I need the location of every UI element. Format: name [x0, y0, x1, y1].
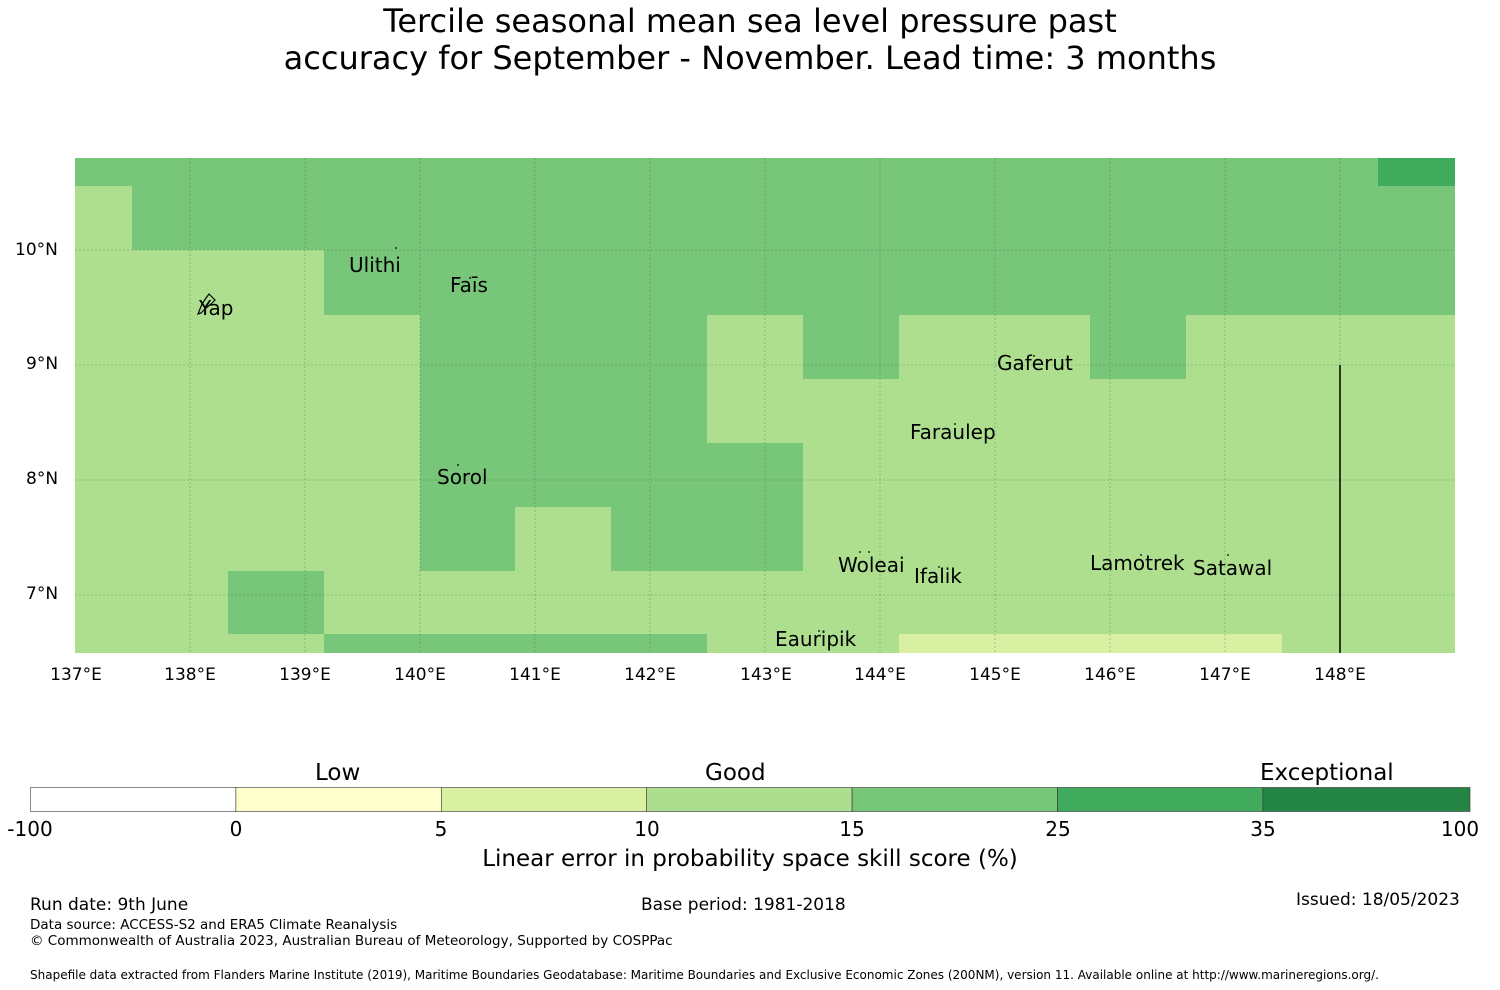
- colorbar-tick-15: 15: [839, 817, 865, 841]
- colorbar-segment-35-100: [1262, 787, 1471, 812]
- skill-region-5-10: [899, 634, 1282, 653]
- x-tick-139e: 139°E: [279, 665, 331, 685]
- graticule: [75, 158, 1455, 653]
- x-tick-146e: 146°E: [1084, 665, 1136, 685]
- x-tick-148e: 148°E: [1314, 665, 1366, 685]
- colorbar-title: Linear error in probability space skill …: [482, 846, 1018, 872]
- colorbar: [30, 787, 1471, 812]
- run-date: Run date: 9th June: [30, 895, 189, 915]
- place-label-ulithi: Ulithi: [349, 253, 401, 277]
- skill-map: [75, 158, 1455, 653]
- colorbar-tick-10: 10: [634, 817, 660, 841]
- copyright: © Commonwealth of Australia 2023, Austra…: [30, 933, 673, 949]
- colorbar-tick-neg100: -100: [7, 817, 53, 841]
- colorbar-tick-5: 5: [434, 817, 448, 841]
- map-title-line-2: accuracy for September - November. Lead …: [283, 39, 1217, 77]
- x-tick-145e: 145°E: [969, 665, 1021, 685]
- place-label-sorol: Sorol: [437, 465, 488, 489]
- place-label-lamotrek: Lamotrek: [1090, 551, 1185, 575]
- island-markers: [395, 247, 1229, 632]
- colorbar-segment-10-15: [646, 787, 853, 812]
- x-tick-147e: 147°E: [1199, 665, 1251, 685]
- issued-date: Issued: 18/05/2023: [1296, 890, 1460, 910]
- y-tick-7n: 7°N: [26, 584, 59, 604]
- shapefile-credit: Shapefile data extracted from Flanders M…: [30, 968, 1379, 982]
- x-tick-141e: 141°E: [509, 665, 561, 685]
- x-tick-140e: 140°E: [394, 665, 446, 685]
- colorbar-label-low: Low: [315, 760, 361, 786]
- colorbar-segment-0-5: [235, 787, 442, 812]
- place-label-woleai: Woleai: [838, 553, 905, 577]
- place-label-ifalik: Ifalik: [914, 564, 962, 588]
- place-label-gaferut: Gaferut: [997, 351, 1073, 375]
- base-period: Base period: 1981-2018: [641, 895, 846, 915]
- x-tick-137e: 137°E: [50, 665, 102, 685]
- colorbar-tick-25: 25: [1045, 817, 1071, 841]
- map-title-line-1: Tercile seasonal mean sea level pressure…: [383, 2, 1117, 40]
- x-tick-138e: 138°E: [164, 665, 216, 685]
- place-label-yap: Yap: [199, 296, 234, 320]
- colorbar-label-good: Good: [705, 760, 766, 786]
- place-label-satawal: Satawal: [1193, 556, 1273, 580]
- colorbar-label-exceptional: Exceptional: [1260, 760, 1394, 786]
- skill-regions-15-25: [75, 158, 1455, 653]
- x-tick-143e: 143°E: [740, 665, 792, 685]
- place-label-fais: Faīs: [450, 273, 488, 297]
- colorbar-segment-25-35: [1057, 787, 1264, 812]
- skill-region-25-35: [1378, 158, 1455, 186]
- y-tick-9n: 9°N: [26, 354, 59, 374]
- colorbar-tick-35: 35: [1250, 817, 1276, 841]
- x-tick-142e: 142°E: [624, 665, 676, 685]
- colorbar-segment-5-10: [440, 787, 647, 812]
- place-label-faraulep: Faraulep: [910, 420, 996, 444]
- x-tick-144e: 144°E: [854, 665, 906, 685]
- colorbar-tick-100: 100: [1440, 817, 1480, 841]
- place-label-eauripik: Eauripik: [775, 627, 857, 651]
- colorbar-segment-neg100-0: [30, 787, 237, 812]
- yap-island-outline: [196, 293, 216, 315]
- colorbar-tick-0: 0: [229, 817, 243, 841]
- y-tick-10n: 10°N: [15, 240, 58, 260]
- colorbar-segment-15-25: [851, 787, 1058, 812]
- data-source: Data source: ACCESS-S2 and ERA5 Climate …: [30, 917, 398, 933]
- y-tick-8n: 8°N: [26, 469, 59, 489]
